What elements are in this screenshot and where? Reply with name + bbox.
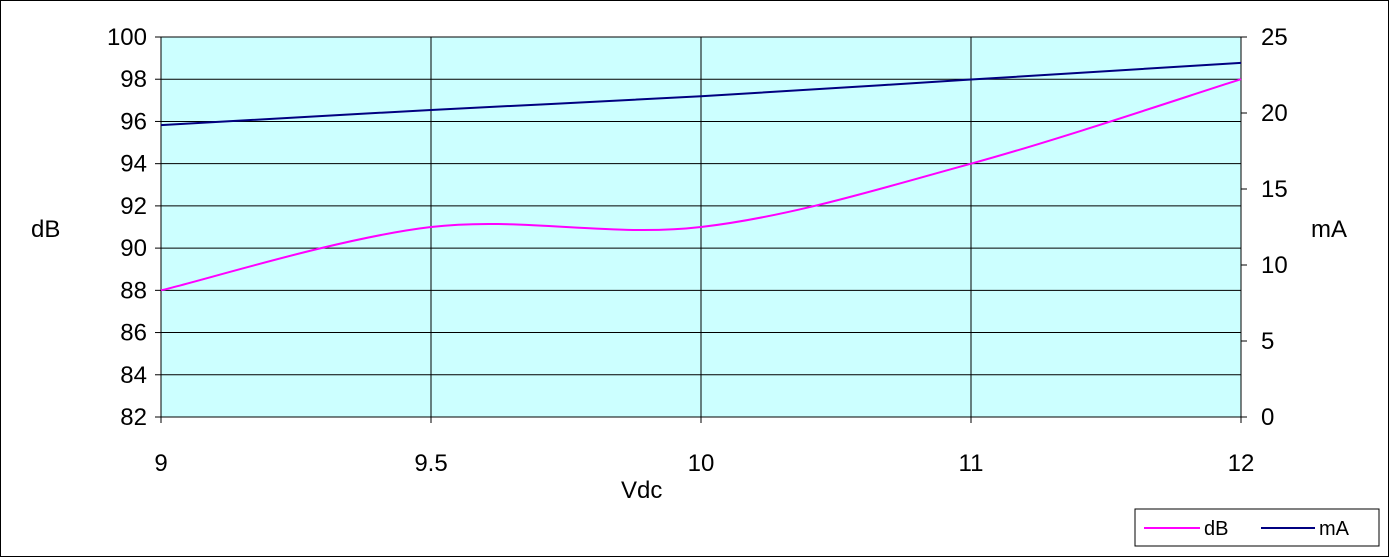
right-tick-label: 25 xyxy=(1261,24,1288,51)
x-axis-ticks: 9 9.5 10 11 12 xyxy=(154,417,1254,477)
x-tick-label: 9 xyxy=(154,450,167,477)
right-tick-label: 5 xyxy=(1261,328,1274,355)
x-axis-label: Vdc xyxy=(621,477,662,504)
left-tick-label: 90 xyxy=(120,235,147,262)
left-tick-label: 96 xyxy=(120,108,147,135)
grid-lines xyxy=(160,36,1242,418)
x-tick-label: 12 xyxy=(1228,450,1255,477)
left-axis-ticks: 82 84 86 88 90 92 94 96 98 100 xyxy=(107,24,161,431)
left-tick-label: 82 xyxy=(120,404,147,431)
right-axis-ticks: 0 5 10 15 20 25 xyxy=(1241,24,1288,431)
left-tick-label: 92 xyxy=(120,193,147,220)
x-tick-label: 10 xyxy=(688,450,715,477)
left-axis-label: dB xyxy=(31,216,60,243)
series-line-db xyxy=(160,78,1242,292)
left-tick-label: 88 xyxy=(120,277,147,304)
legend: dB mA xyxy=(1134,508,1380,547)
right-tick-label: 0 xyxy=(1261,404,1274,431)
left-tick-label: 94 xyxy=(120,151,147,178)
series-line-ma xyxy=(160,61,1242,127)
left-tick-label: 86 xyxy=(120,320,147,347)
right-tick-label: 15 xyxy=(1261,176,1288,203)
series-lines xyxy=(160,61,1242,292)
legend-label-db: dB xyxy=(1204,518,1228,540)
right-tick-label: 20 xyxy=(1261,100,1288,127)
right-axis-label: mA xyxy=(1311,216,1347,243)
left-tick-label: 98 xyxy=(120,66,147,93)
right-tick-label: 10 xyxy=(1261,252,1288,279)
x-tick-label: 9.5 xyxy=(414,450,447,477)
x-tick-label: 11 xyxy=(959,450,984,477)
legend-label-ma: mA xyxy=(1319,518,1350,540)
left-tick-label: 100 xyxy=(107,24,147,51)
left-tick-label: 84 xyxy=(120,362,147,389)
